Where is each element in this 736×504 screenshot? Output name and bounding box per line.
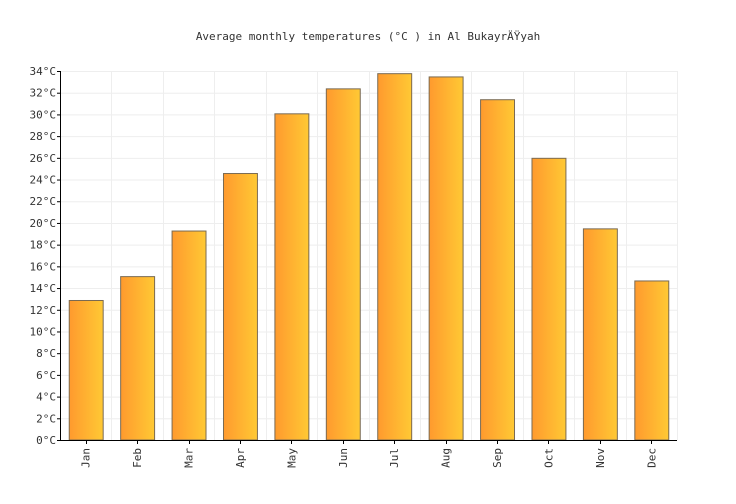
x-tick-labels: Jan Feb Mar Apr May Jun Jul Aug Sep Oct Nov Dec (80, 448, 659, 468)
x-tick-label: Jun (337, 448, 350, 468)
y-tick-label: 6°C (36, 369, 56, 382)
bar-feb (120, 276, 156, 441)
grid-layer (60, 71, 678, 441)
bar-oct (531, 157, 567, 441)
x-tick-label: Jul (388, 448, 401, 468)
bar-nov (582, 228, 618, 441)
y-tick-label: 10°C (30, 325, 57, 338)
bar-jan (68, 299, 104, 441)
bar-mar (171, 230, 207, 441)
x-tick-label: Jan (80, 448, 93, 468)
y-tick-label: 18°C (30, 239, 57, 252)
y-tick-label: 20°C (30, 217, 57, 230)
x-tick-label: May (285, 448, 298, 468)
x-tick-label: Feb (131, 448, 144, 468)
x-tick-label: Sep (491, 448, 504, 468)
x-tick-label: Apr (234, 448, 247, 468)
y-tick-label: 24°C (30, 174, 57, 187)
y-tick-labels: 0°C 2°C 4°C 6°C 8°C 10°C 12°C 14°C 16°C 18°C 20°C 2… (30, 65, 57, 447)
chart-title: Average monthly temperatures (°C ) in Al… (196, 30, 540, 43)
y-tick-label: 8°C (36, 347, 56, 360)
y-tick-label: 4°C (36, 391, 56, 404)
axis-layer (57, 71, 677, 444)
y-tick-label: 22°C (30, 195, 57, 208)
x-tick-label: Mar (183, 448, 196, 468)
y-tick-label: 34°C (30, 65, 57, 78)
bar-sep (480, 99, 516, 441)
y-tick-label: 2°C (36, 412, 56, 425)
x-tick-label: Oct (542, 448, 555, 468)
y-tick-label: 26°C (30, 152, 57, 165)
x-tick-label: Nov (594, 448, 607, 468)
bar-apr (222, 173, 258, 441)
bar-jun (325, 88, 361, 441)
y-tick-label: 14°C (30, 282, 57, 295)
x-tick-label: Aug (440, 448, 453, 468)
y-tick-label: 30°C (30, 108, 57, 121)
y-tick-label: 16°C (30, 260, 57, 273)
bar-jul (377, 73, 413, 441)
y-tick-label: 0°C (36, 434, 56, 447)
bar-dec (634, 280, 670, 441)
bar-may (274, 113, 310, 441)
y-tick-label: 32°C (30, 87, 57, 100)
y-tick-label: 28°C (30, 130, 57, 143)
bar-layer (68, 73, 670, 441)
x-tick-label: Dec (645, 448, 658, 468)
bar-aug (428, 76, 464, 441)
y-tick-label: 12°C (30, 304, 57, 317)
